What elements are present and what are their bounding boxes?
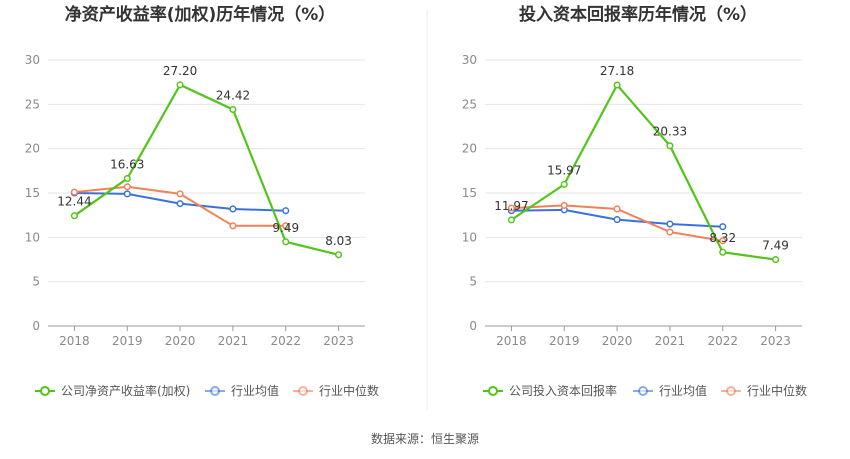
roe-point-company[interactable] bbox=[282, 238, 290, 246]
roic-x-tick-label: 2020 bbox=[602, 334, 633, 348]
roic-legend-item-industry-median[interactable]: 行业中位数 bbox=[721, 383, 807, 398]
roic-point-company[interactable] bbox=[613, 81, 621, 89]
roe-point-industry-mean[interactable] bbox=[176, 200, 184, 208]
roic-data-label: 20.33 bbox=[653, 125, 687, 139]
roic-data-label: 15.97 bbox=[547, 163, 581, 177]
roe-point-industry-mean[interactable] bbox=[282, 207, 290, 215]
legend-label: 公司投入资本回报率 bbox=[509, 383, 617, 398]
roe-point-industry-median[interactable] bbox=[123, 183, 131, 191]
roic-point-company[interactable] bbox=[719, 248, 727, 256]
roic-y-tick-label: 10 bbox=[462, 230, 477, 244]
roic-point-industry-mean[interactable] bbox=[666, 220, 674, 228]
roe-y-tick-label: 30 bbox=[25, 53, 40, 67]
roe-x-tick-label: 2018 bbox=[59, 334, 90, 348]
roe-x-tick-label: 2019 bbox=[112, 334, 143, 348]
roic-point-industry-mean[interactable] bbox=[613, 216, 621, 224]
legend-label: 行业均值 bbox=[231, 383, 279, 398]
roic-point-company[interactable] bbox=[666, 142, 674, 150]
roic-point-industry-median[interactable] bbox=[719, 237, 727, 245]
roe-point-industry-median[interactable] bbox=[229, 222, 237, 230]
roe-point-industry-median[interactable] bbox=[70, 188, 78, 196]
legend-label: 公司净资产收益率(加权) bbox=[61, 383, 190, 398]
roic-point-industry-median[interactable] bbox=[613, 205, 621, 213]
legend-marker-icon bbox=[638, 386, 648, 396]
legend-marker-icon bbox=[210, 386, 220, 396]
roic-legend-item-industry-mean[interactable]: 行业均值 bbox=[633, 383, 707, 398]
roic-chart-title: 投入资本回报率历年情况（%） bbox=[519, 4, 757, 25]
roic-data-label: 27.18 bbox=[600, 64, 634, 78]
roic-x-tick-label: 2023 bbox=[760, 334, 791, 348]
roic-point-industry-median[interactable] bbox=[666, 228, 674, 236]
roic-data-label: 11.97 bbox=[494, 199, 528, 213]
roe-data-label: 27.20 bbox=[163, 64, 197, 78]
roe-point-industry-mean[interactable] bbox=[229, 205, 237, 213]
roe-data-label: 12.44 bbox=[57, 195, 91, 209]
roic-y-tick-label: 5 bbox=[469, 275, 477, 289]
roe-x-tick-label: 2020 bbox=[165, 334, 196, 348]
roic-series-line-company bbox=[510, 83, 776, 261]
roic-x-tick-label: 2022 bbox=[707, 334, 738, 348]
roe-data-label: 24.42 bbox=[216, 88, 250, 102]
roe-point-industry-median[interactable] bbox=[282, 222, 290, 230]
roe-point-company[interactable] bbox=[176, 81, 184, 89]
roe-point-industry-mean[interactable] bbox=[123, 190, 131, 198]
roic-point-company[interactable] bbox=[560, 180, 568, 188]
roe-series-line-company bbox=[73, 83, 339, 256]
roe-point-company[interactable] bbox=[229, 105, 237, 114]
roic-point-company[interactable] bbox=[772, 256, 780, 264]
roic-data-label: 7.49 bbox=[762, 239, 789, 253]
roic-point-company[interactable] bbox=[507, 216, 515, 224]
legend-marker-icon bbox=[488, 386, 498, 396]
roe-x-tick-label: 2022 bbox=[270, 334, 301, 348]
roic-x-tick-label: 2019 bbox=[549, 334, 580, 348]
roe-data-label: 9.49 bbox=[272, 221, 299, 235]
roic-legend-item-company[interactable]: 公司投入资本回报率 bbox=[483, 383, 617, 398]
roe-y-tick-label: 5 bbox=[32, 275, 40, 289]
roe-point-company[interactable] bbox=[123, 174, 131, 183]
roic-data-label: 8.32 bbox=[709, 231, 736, 245]
roe-chart-title: 净资产收益率(加权)历年情况（%） bbox=[65, 4, 336, 25]
roic-x-tick-label: 2021 bbox=[655, 334, 686, 348]
roe-y-tick-label: 15 bbox=[25, 186, 40, 200]
roic-chart: 投入资本回报率历年情况（%） 0 5 10 15 20 25 30 2018 2019 2020 20… bbox=[462, 4, 807, 398]
roe-data-label: 8.03 bbox=[325, 234, 352, 248]
legend-label: 行业均值 bbox=[659, 383, 707, 398]
roe-y-tick-label: 20 bbox=[25, 142, 40, 156]
roic-point-industry-mean[interactable] bbox=[719, 223, 727, 231]
legend-marker-icon bbox=[40, 386, 50, 396]
legend-label: 行业中位数 bbox=[319, 383, 379, 398]
data-source: 数据来源：恒生聚源 bbox=[371, 431, 479, 446]
roic-point-industry-median[interactable] bbox=[560, 201, 568, 209]
legend-label: 行业中位数 bbox=[747, 383, 807, 398]
roic-y-tick-label: 20 bbox=[462, 142, 477, 156]
legend-marker-icon bbox=[298, 386, 308, 396]
roe-x-tick-label: 2023 bbox=[323, 334, 354, 348]
roe-legend-item-company[interactable]: 公司净资产收益率(加权) bbox=[35, 383, 190, 398]
roic-point-industry-median[interactable] bbox=[507, 204, 515, 212]
roe-x-tick-label: 2021 bbox=[218, 334, 249, 348]
roe-point-company[interactable] bbox=[70, 212, 78, 220]
roe-data-label: 16.63 bbox=[110, 158, 144, 172]
roic-y-tick-label: 15 bbox=[462, 186, 477, 200]
roe-chart: 净资产收益率(加权)历年情况（%） 0 5 10 15 20 25 30 2018 2019 202… bbox=[25, 4, 379, 398]
roe-y-tick-label: 25 bbox=[25, 97, 40, 111]
roic-y-tick-label: 30 bbox=[462, 53, 477, 67]
roe-point-company[interactable] bbox=[335, 251, 343, 259]
roe-legend-item-industry-mean[interactable]: 行业均值 bbox=[205, 383, 279, 398]
roe-y-tick-label: 10 bbox=[25, 230, 40, 244]
roic-x-tick-label: 2018 bbox=[496, 334, 527, 348]
roe-y-tick-label: 0 bbox=[32, 319, 40, 333]
legend-marker-icon bbox=[726, 386, 736, 396]
roe-legend-item-industry-median[interactable]: 行业中位数 bbox=[293, 383, 379, 398]
roic-y-tick-label: 0 bbox=[469, 319, 477, 333]
roe-point-industry-median[interactable] bbox=[176, 190, 184, 198]
roic-y-tick-label: 25 bbox=[462, 97, 477, 111]
